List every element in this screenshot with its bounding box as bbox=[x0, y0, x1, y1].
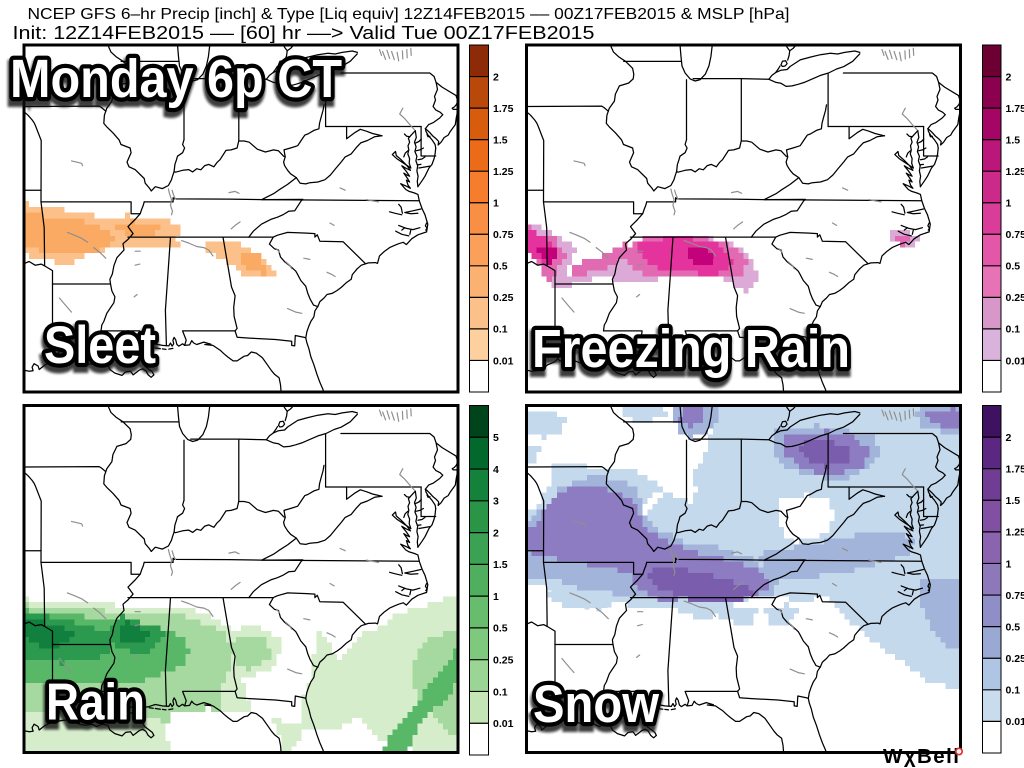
svg-text:0.5: 0.5 bbox=[493, 261, 508, 273]
svg-text:1.25: 1.25 bbox=[1006, 527, 1024, 539]
svg-text:WχBell: WχBell bbox=[883, 745, 959, 768]
svg-text:NCEP GFS 6–hr Precip [inch] &: NCEP GFS 6–hr Precip [inch] & Type [Liq … bbox=[28, 6, 790, 23]
svg-text:0.01: 0.01 bbox=[493, 718, 514, 730]
svg-text:0.75: 0.75 bbox=[493, 229, 514, 241]
svg-text:0.5: 0.5 bbox=[1006, 261, 1021, 273]
svg-text:Init: 12Z14FEB2015 –– [60] hr: Init: 12Z14FEB2015 –– [60] hr ––> Valid … bbox=[13, 23, 595, 43]
svg-text:1.25: 1.25 bbox=[493, 166, 514, 178]
svg-text:1.75: 1.75 bbox=[493, 103, 514, 115]
svg-text:2: 2 bbox=[493, 527, 499, 539]
svg-text:1.75: 1.75 bbox=[1006, 463, 1024, 475]
svg-text:5: 5 bbox=[493, 432, 499, 444]
svg-text:4: 4 bbox=[493, 464, 499, 476]
svg-text:1.5: 1.5 bbox=[493, 134, 508, 146]
svg-text:Freezing Rain: Freezing Rain bbox=[532, 320, 850, 379]
svg-text:0.25: 0.25 bbox=[1006, 292, 1024, 304]
svg-text:0.25: 0.25 bbox=[493, 292, 514, 304]
svg-text:0.1: 0.1 bbox=[493, 686, 508, 698]
svg-text:Monday 6p CT: Monday 6p CT bbox=[9, 55, 341, 114]
svg-text:Monday 6p CT: Monday 6p CT bbox=[10, 50, 342, 109]
svg-text:1: 1 bbox=[1006, 558, 1012, 570]
svg-text:0.1: 0.1 bbox=[1006, 685, 1021, 697]
svg-text:0.25: 0.25 bbox=[493, 654, 514, 666]
svg-text:0.1: 0.1 bbox=[493, 324, 508, 336]
svg-text:Snow: Snow bbox=[532, 680, 659, 739]
svg-text:1: 1 bbox=[493, 198, 499, 210]
svg-text:1.5: 1.5 bbox=[1006, 495, 1021, 507]
svg-text:2: 2 bbox=[1006, 432, 1012, 444]
svg-text:Sleet: Sleet bbox=[43, 321, 155, 380]
svg-text:0.01: 0.01 bbox=[1006, 355, 1024, 367]
svg-text:0.5: 0.5 bbox=[493, 623, 508, 635]
svg-text:0.01: 0.01 bbox=[1006, 716, 1024, 728]
svg-text:0.01: 0.01 bbox=[493, 355, 514, 367]
svg-text:Sleet: Sleet bbox=[44, 316, 156, 375]
svg-text:2: 2 bbox=[1006, 71, 1012, 83]
svg-text:Rain: Rain bbox=[46, 674, 145, 732]
svg-text:1.25: 1.25 bbox=[1006, 166, 1024, 178]
svg-text:0.75: 0.75 bbox=[1006, 590, 1024, 602]
svg-text:1.5: 1.5 bbox=[1006, 134, 1021, 146]
svg-text:Freezing Rain: Freezing Rain bbox=[531, 325, 849, 384]
svg-text:1: 1 bbox=[1006, 198, 1012, 210]
svg-text:2: 2 bbox=[493, 71, 499, 83]
svg-text:0.1: 0.1 bbox=[1006, 324, 1021, 336]
svg-text:0.5: 0.5 bbox=[1006, 621, 1021, 633]
svg-text:Snow: Snow bbox=[533, 675, 660, 734]
svg-text:1.5: 1.5 bbox=[493, 559, 508, 571]
svg-text:3: 3 bbox=[493, 496, 499, 508]
svg-text:Rain: Rain bbox=[45, 679, 144, 737]
svg-text:1: 1 bbox=[493, 591, 499, 603]
svg-text:0.25: 0.25 bbox=[1006, 653, 1024, 665]
svg-text:1.75: 1.75 bbox=[1006, 103, 1024, 115]
svg-text:0.75: 0.75 bbox=[1006, 229, 1024, 241]
